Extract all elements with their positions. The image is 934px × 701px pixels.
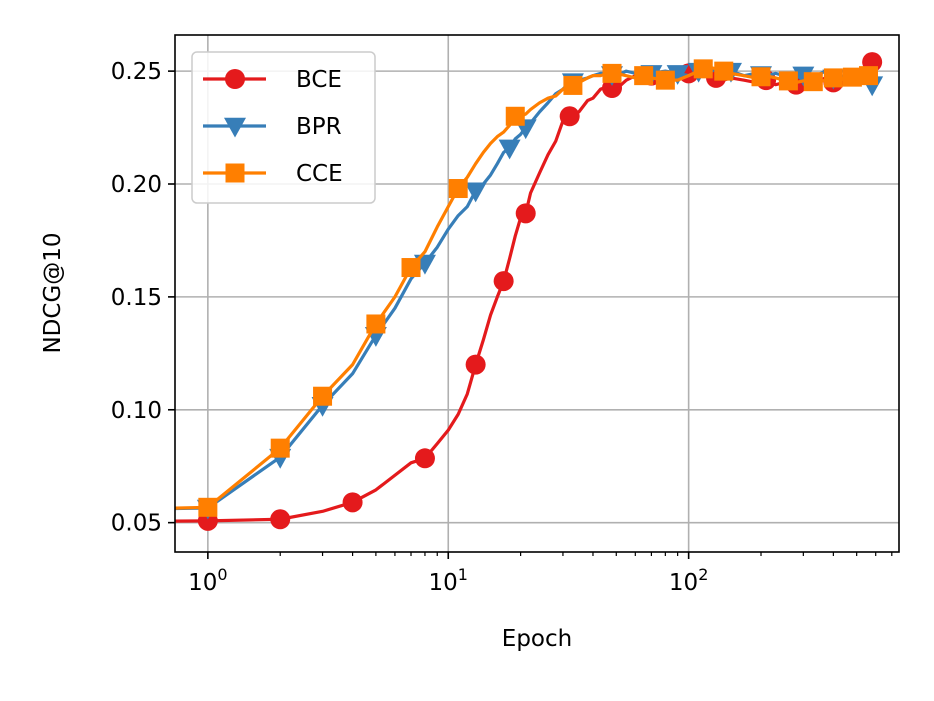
data-point-cce <box>859 66 879 86</box>
y-tick-label: 0.15 <box>111 285 162 311</box>
data-point-cce <box>634 66 654 86</box>
legend-entry-bce: BCE <box>203 67 342 93</box>
data-point-cce <box>366 314 386 334</box>
legend-entry-cce: CCE <box>203 161 343 187</box>
x-tick-label: 102 <box>669 565 708 596</box>
x-tick-label: 100 <box>188 565 227 596</box>
legend-label-bce: BCE <box>296 67 342 93</box>
data-point-cce <box>602 63 622 83</box>
data-point-cce <box>751 67 771 87</box>
data-point-cce <box>563 75 583 95</box>
data-point-bce <box>342 492 363 513</box>
data-point-cce <box>505 106 525 126</box>
legend: BCE BPR CCE <box>191 51 376 204</box>
legend-marker-bpr <box>224 117 246 138</box>
data-point-cce <box>198 497 218 517</box>
x-axis-label: Epoch <box>502 626 572 652</box>
data-point-cce <box>778 71 798 91</box>
data-point-bce <box>270 509 291 530</box>
data-point-cce <box>842 67 862 87</box>
legend-label-cce: CCE <box>296 161 343 187</box>
data-point-cce <box>401 258 421 278</box>
axes: 0.05 0.10 0.15 0.20 0.25 100 101 102 <box>111 59 893 596</box>
data-point-bce <box>559 106 580 127</box>
series-cce <box>175 59 879 517</box>
legend-entry-bpr: BPR <box>203 114 342 140</box>
y-tick-label: 0.10 <box>111 398 162 424</box>
data-point-cce <box>693 59 713 79</box>
data-point-cce <box>714 61 734 81</box>
data-point-cce <box>313 386 333 406</box>
legend-marker-bce <box>225 69 245 89</box>
plot-frame <box>174 34 900 553</box>
data-point-bce <box>465 354 486 375</box>
y-tick-label: 0.25 <box>111 59 162 85</box>
data-point-bce <box>602 78 623 99</box>
y-axis-label: NDCG@10 <box>40 232 66 353</box>
data-point-bce <box>414 448 435 469</box>
data-point-bpr <box>498 139 521 160</box>
data-point-bce <box>493 271 514 292</box>
data-point-cce <box>448 179 468 199</box>
data-point-bpr <box>666 65 689 85</box>
data-point-bce <box>515 203 536 224</box>
data-point-cce <box>270 438 290 458</box>
y-tick-label: 0.05 <box>111 511 162 537</box>
series-layer <box>175 52 884 531</box>
data-point-cce <box>803 72 823 92</box>
y-tick-label: 0.20 <box>111 172 162 198</box>
legend-marker-cce <box>225 163 245 183</box>
legend-label-bpr: BPR <box>296 114 342 140</box>
x-tick-label: 101 <box>429 565 468 596</box>
data-point-cce <box>823 68 843 88</box>
data-point-cce <box>655 70 675 90</box>
data-point-bpr <box>464 182 487 203</box>
